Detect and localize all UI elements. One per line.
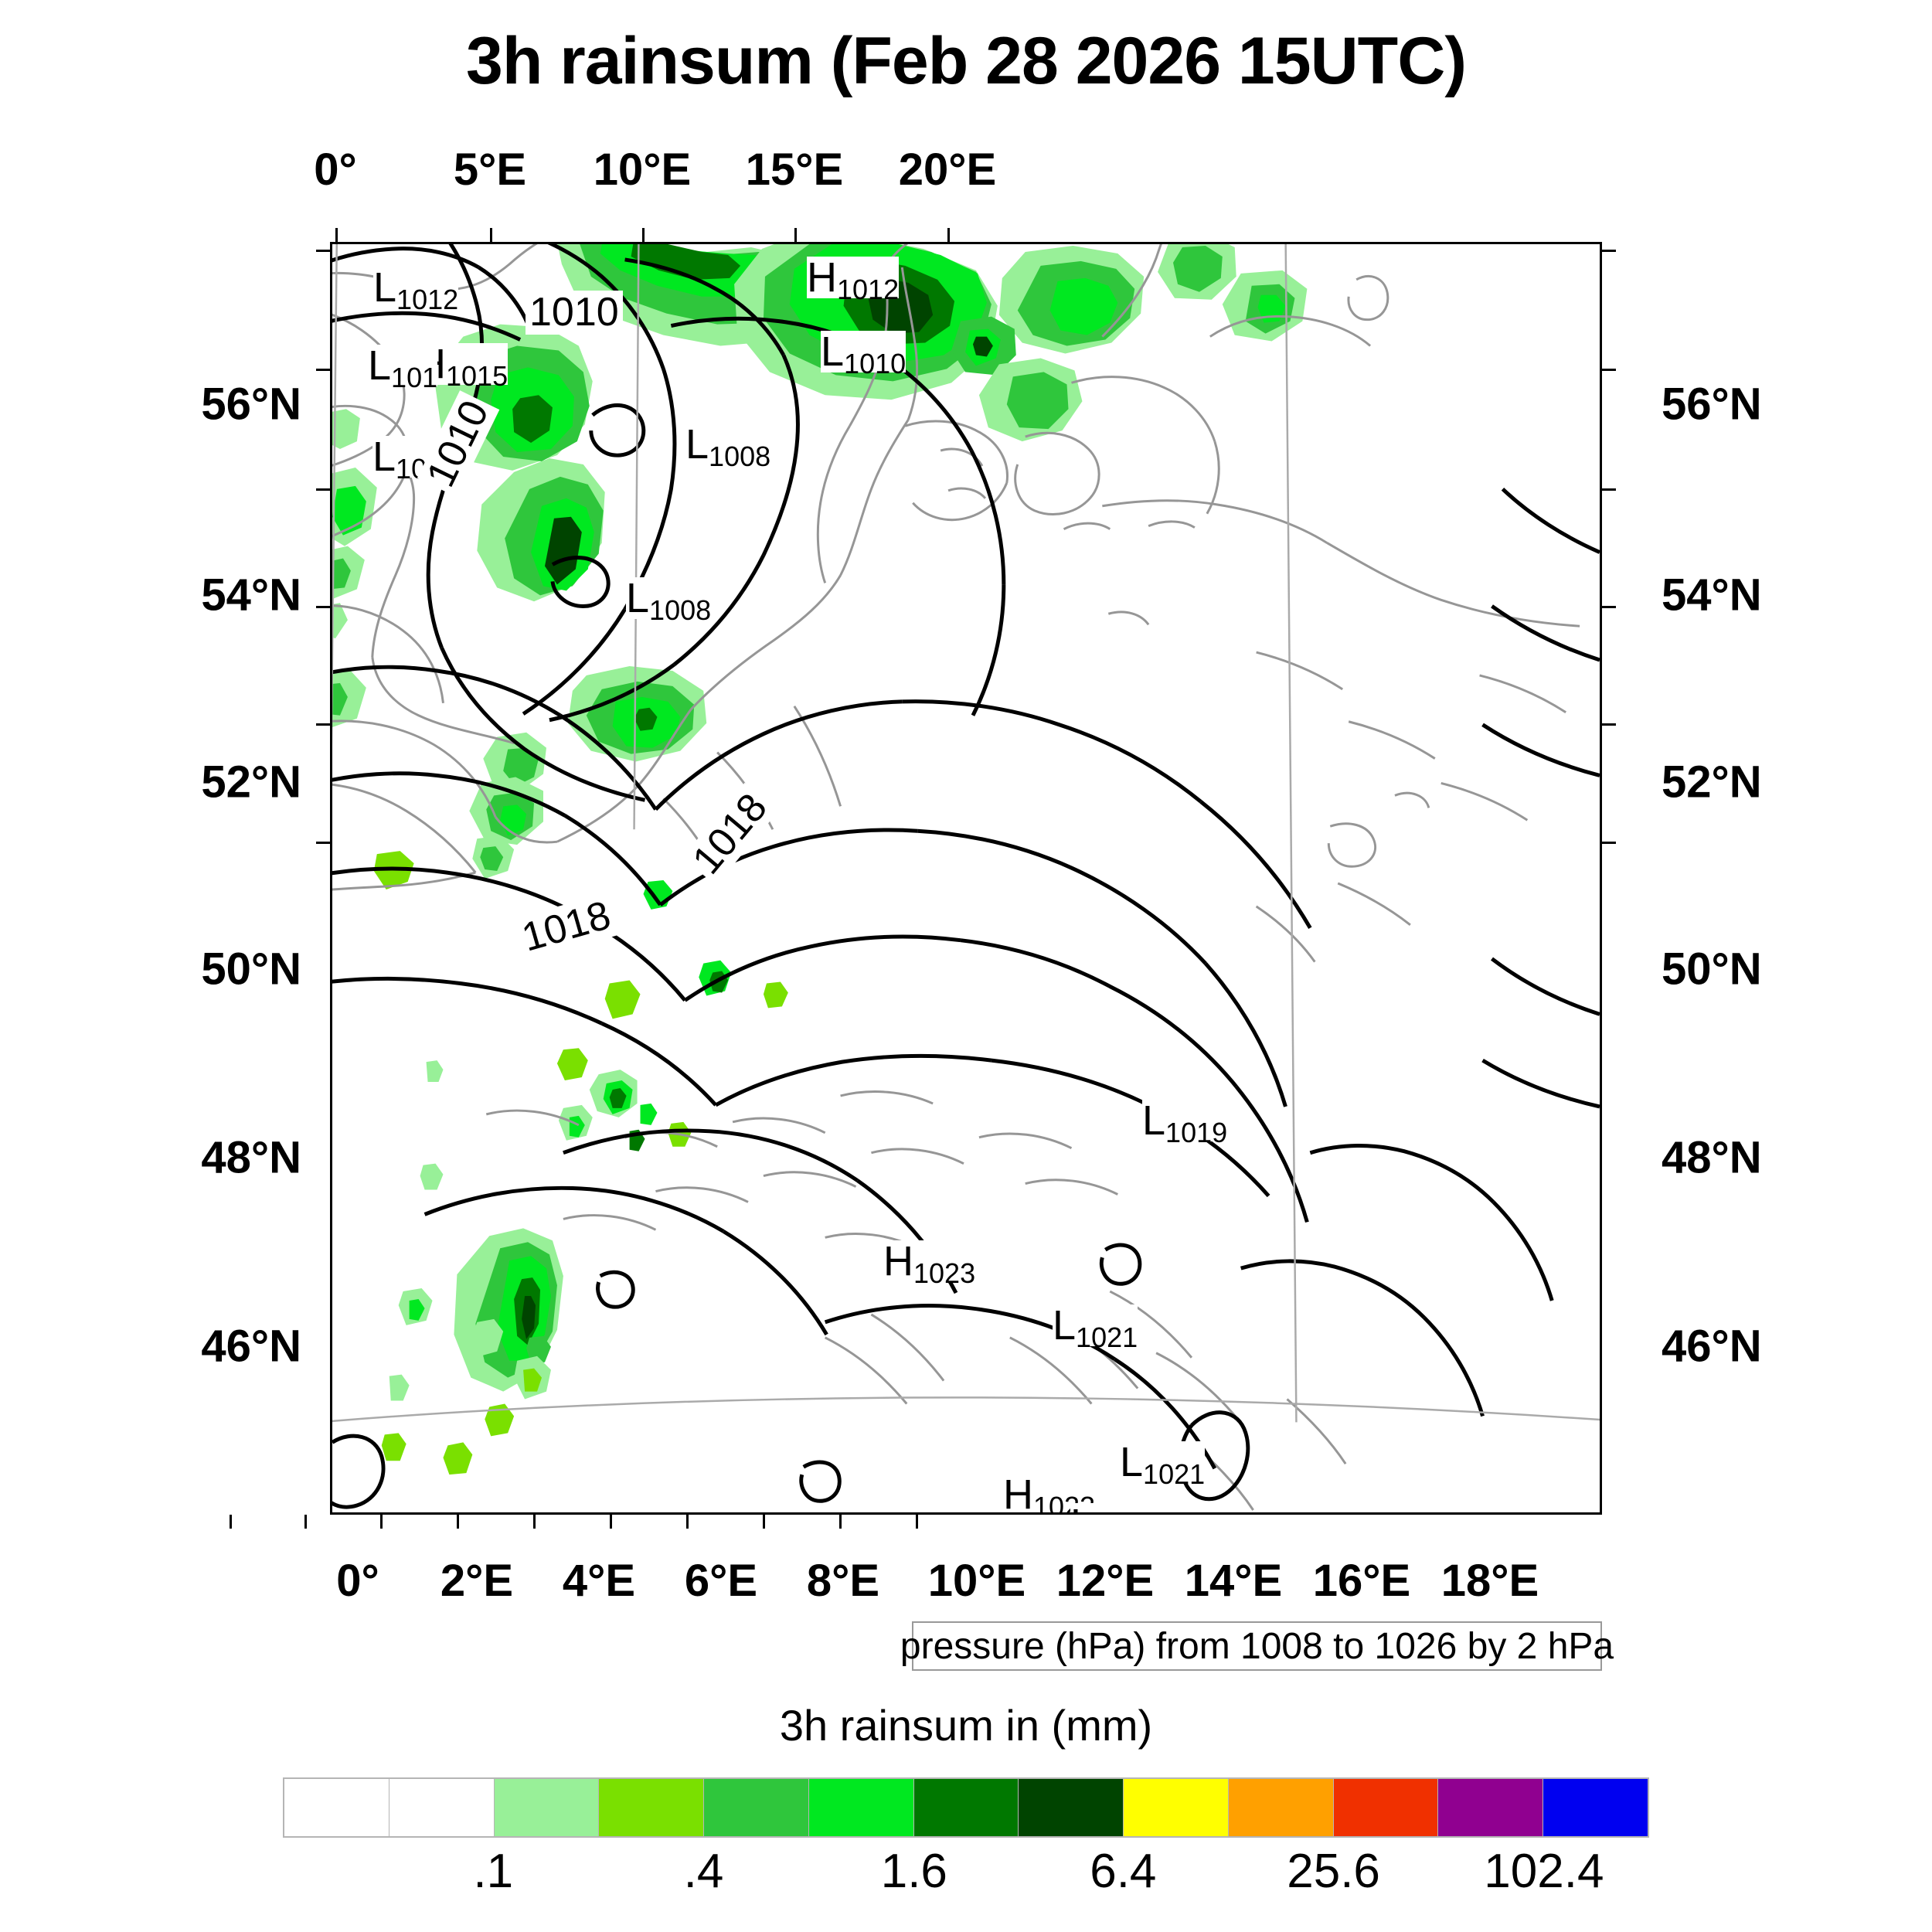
lon-tick-bottom (763, 1515, 765, 1529)
pressure-legend-box: pressure (hPa) from 1008 to 1026 by 2 hP… (900, 1621, 1614, 1671)
colorbar-cell-5 (808, 1779, 914, 1836)
lat-tick-right (1602, 723, 1616, 726)
lat-label-left: 48°N (201, 1132, 301, 1183)
lon-tick-top (794, 228, 797, 242)
lat-tick-left (316, 250, 330, 252)
pressure-center-label: L101 (368, 342, 438, 393)
lon-label-top: 20°E (898, 145, 997, 195)
pressure-center-label: L1019 (1142, 1097, 1228, 1148)
colorbar-cell-7 (1019, 1779, 1124, 1836)
colorbar-tick-4: 25.6 (1287, 1845, 1380, 1898)
lon-tick-top (335, 228, 338, 242)
lat-label-right: 50°N (1662, 944, 1762, 995)
lat-tick-right (1602, 250, 1616, 252)
colorbar-cell-1 (389, 1779, 495, 1836)
pressure-center-label: L1021 (1070, 1503, 1156, 1512)
lat-tick-right (1602, 488, 1616, 491)
lon-label-bottom: 6°E (684, 1556, 758, 1606)
lon-label-bottom: 18°E (1440, 1556, 1539, 1606)
lon-label-bottom: 12°E (1056, 1556, 1155, 1606)
colorbar-tick-5: 102.4 (1484, 1845, 1604, 1898)
colorbar-tick-labels: .1 .4 1.6 6.4 25.6 102.4 (283, 1844, 1649, 1906)
lon-label-bottom: 8°E (806, 1556, 880, 1606)
lat-label-right: 48°N (1662, 1132, 1762, 1183)
lat-tick-left (316, 369, 330, 371)
colorbar-title: 3h rainsum in (mm) (779, 1701, 1153, 1750)
lat-tick-right (1602, 606, 1616, 608)
lon-tick-top (947, 228, 950, 242)
lon-label-bottom: 4°E (562, 1556, 636, 1606)
lat-tick-right (1602, 842, 1616, 844)
map-canvas (332, 244, 1600, 1511)
lon-tick-bottom (610, 1515, 612, 1529)
lat-label-left: 54°N (201, 570, 301, 621)
lon-tick-bottom (916, 1515, 918, 1529)
lat-tick-left (316, 488, 330, 491)
lat-label-left: 46°N (201, 1321, 301, 1372)
lon-label-bottom: 14°E (1184, 1556, 1283, 1606)
graticule-layer (332, 244, 1600, 1423)
lon-label-top: 10°E (593, 145, 692, 195)
lon-label-top: 0° (314, 145, 357, 195)
lon-label-bottom: 16°E (1312, 1556, 1411, 1606)
pressure-center-label: L1012 (373, 264, 459, 315)
isobar-layer (332, 244, 1600, 1509)
lon-tick-bottom (457, 1515, 459, 1529)
pressure-center-label: H1023 (883, 1238, 976, 1289)
colorbar-tick-1: .4 (683, 1845, 724, 1898)
lon-tick-bottom (304, 1515, 307, 1529)
lat-tick-left (316, 606, 330, 608)
lon-tick-bottom (380, 1515, 383, 1529)
lon-tick-bottom (839, 1515, 842, 1529)
colorbar-cell-4 (704, 1779, 809, 1836)
lon-tick-top (642, 228, 645, 242)
pressure-center-label: L1008 (685, 421, 771, 472)
lat-tick-left (316, 723, 330, 726)
colorbar-cell-0 (284, 1779, 389, 1836)
colorbar-cell-11 (1438, 1779, 1544, 1836)
colorbar-cell-12 (1543, 1779, 1648, 1836)
colorbar-cell-9 (1228, 1779, 1334, 1836)
colorbar-tick-3: 6.4 (1090, 1845, 1157, 1898)
colorbar-cell-10 (1333, 1779, 1439, 1836)
lon-label-bottom: 10°E (927, 1556, 1026, 1606)
lon-tick-bottom (686, 1515, 689, 1529)
lon-label-top: 5°E (453, 145, 527, 195)
pressure-center-label: H1012 (807, 254, 900, 305)
colorbar-tick-0: .1 (473, 1845, 514, 1898)
lat-label-left: 56°N (201, 379, 301, 430)
pressure-legend-text: pressure (hPa) from 1008 to 1026 by 2 hP… (900, 1625, 1614, 1667)
lat-label-right: 56°N (1662, 379, 1762, 430)
lat-label-right: 54°N (1662, 570, 1762, 621)
colorbar-cell-2 (494, 1779, 600, 1836)
page-title: 3h rainsum (Feb 28 2026 15UTC) (466, 24, 1467, 98)
lon-label-bottom: 0° (336, 1556, 379, 1606)
lon-label-bottom: 2°E (440, 1556, 514, 1606)
pressure-center-label: H1024 (785, 1508, 878, 1512)
colorbar-cell-3 (599, 1779, 705, 1836)
contour-label: 1010 (526, 291, 623, 335)
pressure-center-label: L1021 (1053, 1302, 1138, 1353)
colorbar-cell-6 (913, 1779, 1019, 1836)
lat-label-right: 46°N (1662, 1321, 1762, 1372)
lat-label-right: 52°N (1662, 757, 1762, 808)
pressure-center-label: L1008 (626, 575, 712, 626)
map-plot-area[interactable]: L1012 H1015 L101 L1014 H1012 L1010 L1008… (330, 242, 1602, 1515)
lat-label-left: 50°N (201, 944, 301, 995)
lon-label-top: 15°E (745, 145, 844, 195)
lat-tick-left (316, 842, 330, 844)
lat-label-left: 52°N (201, 757, 301, 808)
pressure-center-label: L1021 (1120, 1439, 1206, 1490)
lon-tick-bottom (230, 1515, 232, 1529)
lon-tick-bottom (533, 1515, 536, 1529)
colorbar-tick-2: 1.6 (880, 1845, 947, 1898)
colorbar[interactable] (283, 1777, 1649, 1838)
colorbar-cell-8 (1124, 1779, 1229, 1836)
pressure-center-label: H1015 (416, 343, 509, 390)
lat-tick-right (1602, 369, 1616, 371)
lon-tick-top (490, 228, 492, 242)
pressure-center-label: L1010 (821, 328, 906, 379)
